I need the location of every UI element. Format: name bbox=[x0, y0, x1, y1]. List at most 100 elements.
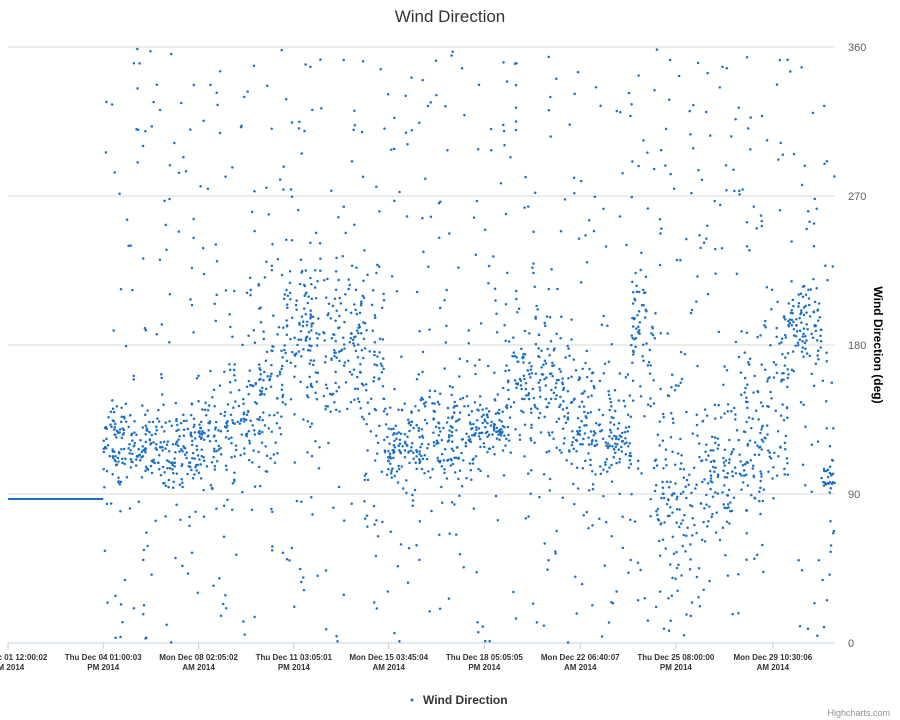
data-point[interactable] bbox=[676, 495, 679, 499]
data-point[interactable] bbox=[514, 128, 518, 132]
data-point[interactable] bbox=[257, 450, 260, 454]
data-point[interactable] bbox=[566, 418, 570, 421]
data-point[interactable] bbox=[594, 439, 598, 443]
data-point[interactable] bbox=[492, 429, 496, 432]
data-point[interactable] bbox=[610, 535, 613, 538]
data-point[interactable] bbox=[758, 499, 761, 503]
data-point[interactable] bbox=[704, 450, 707, 453]
data-point[interactable] bbox=[635, 290, 639, 294]
data-point[interactable] bbox=[237, 388, 241, 392]
data-point[interactable] bbox=[695, 423, 699, 427]
data-point[interactable] bbox=[599, 472, 603, 476]
data-point[interactable] bbox=[678, 525, 681, 529]
data-point[interactable] bbox=[209, 369, 212, 373]
data-point[interactable] bbox=[129, 449, 132, 452]
data-point[interactable] bbox=[350, 502, 353, 505]
data-point[interactable] bbox=[523, 329, 527, 333]
data-point[interactable] bbox=[115, 436, 118, 439]
data-point[interactable] bbox=[354, 349, 358, 353]
data-point[interactable] bbox=[309, 313, 312, 316]
data-point[interactable] bbox=[280, 367, 283, 371]
data-point[interactable] bbox=[558, 367, 561, 371]
data-point[interactable] bbox=[801, 295, 805, 299]
data-point[interactable] bbox=[639, 395, 643, 398]
data-point[interactable] bbox=[277, 325, 281, 329]
data-point[interactable] bbox=[784, 434, 788, 438]
data-point[interactable] bbox=[815, 287, 818, 290]
data-point[interactable] bbox=[825, 360, 829, 363]
data-point[interactable] bbox=[717, 403, 720, 407]
data-point[interactable] bbox=[709, 449, 713, 452]
data-point[interactable] bbox=[763, 368, 767, 372]
data-point[interactable] bbox=[572, 176, 576, 180]
data-point[interactable] bbox=[341, 336, 345, 339]
data-point[interactable] bbox=[216, 103, 219, 107]
data-point[interactable] bbox=[550, 267, 553, 271]
data-point[interactable] bbox=[105, 469, 109, 473]
data-point[interactable] bbox=[448, 232, 451, 235]
data-point[interactable] bbox=[131, 452, 134, 456]
data-point[interactable] bbox=[177, 428, 180, 431]
data-point[interactable] bbox=[334, 381, 337, 385]
data-point[interactable] bbox=[637, 74, 640, 77]
data-point[interactable] bbox=[398, 442, 402, 445]
data-point[interactable] bbox=[400, 465, 404, 468]
data-point[interactable] bbox=[783, 441, 787, 445]
data-point[interactable] bbox=[627, 445, 630, 448]
data-point[interactable] bbox=[330, 357, 333, 360]
data-point[interactable] bbox=[271, 345, 274, 348]
data-point[interactable] bbox=[458, 357, 462, 361]
data-point[interactable] bbox=[743, 351, 747, 354]
data-point[interactable] bbox=[499, 181, 503, 185]
data-point[interactable] bbox=[703, 408, 707, 411]
data-point[interactable] bbox=[726, 503, 730, 506]
data-point[interactable] bbox=[281, 395, 284, 399]
data-point[interactable] bbox=[526, 369, 529, 372]
data-point[interactable] bbox=[218, 384, 222, 387]
data-point[interactable] bbox=[746, 400, 749, 404]
data-point[interactable] bbox=[393, 631, 396, 635]
data-point[interactable] bbox=[629, 415, 633, 418]
data-point[interactable] bbox=[168, 163, 172, 167]
data-point[interactable] bbox=[359, 332, 363, 335]
data-point[interactable] bbox=[334, 351, 337, 355]
data-point[interactable] bbox=[546, 568, 549, 571]
data-point[interactable] bbox=[580, 419, 583, 423]
data-point[interactable] bbox=[787, 302, 791, 305]
data-point[interactable] bbox=[465, 476, 468, 480]
data-point[interactable] bbox=[624, 375, 628, 379]
data-point[interactable] bbox=[406, 581, 410, 584]
data-point[interactable] bbox=[590, 440, 594, 443]
data-point[interactable] bbox=[730, 450, 734, 454]
data-point[interactable] bbox=[810, 490, 813, 493]
data-point[interactable] bbox=[317, 467, 321, 470]
data-point[interactable] bbox=[154, 432, 157, 436]
data-point[interactable] bbox=[615, 590, 618, 593]
data-point[interactable] bbox=[423, 405, 427, 408]
data-point[interactable] bbox=[734, 413, 737, 416]
data-point[interactable] bbox=[193, 473, 196, 476]
data-point[interactable] bbox=[308, 425, 312, 429]
data-point[interactable] bbox=[795, 317, 798, 321]
data-point[interactable] bbox=[496, 519, 500, 522]
data-point[interactable] bbox=[685, 237, 688, 241]
data-point[interactable] bbox=[604, 463, 607, 467]
data-point[interactable] bbox=[189, 431, 193, 434]
data-point[interactable] bbox=[794, 335, 798, 338]
data-point[interactable] bbox=[306, 348, 310, 352]
data-point[interactable] bbox=[314, 296, 318, 300]
data-point[interactable] bbox=[355, 266, 358, 269]
data-point[interactable] bbox=[177, 230, 181, 233]
data-point[interactable] bbox=[756, 335, 759, 339]
data-point[interactable] bbox=[527, 393, 530, 397]
data-point[interactable] bbox=[302, 348, 305, 351]
data-point[interactable] bbox=[190, 303, 194, 307]
data-point[interactable] bbox=[408, 461, 411, 465]
data-point[interactable] bbox=[185, 419, 188, 423]
data-point[interactable] bbox=[568, 354, 571, 357]
data-point[interactable] bbox=[308, 349, 312, 352]
data-point[interactable] bbox=[640, 472, 643, 475]
data-point[interactable] bbox=[280, 349, 283, 352]
data-point[interactable] bbox=[655, 509, 658, 513]
data-point[interactable] bbox=[336, 639, 339, 643]
